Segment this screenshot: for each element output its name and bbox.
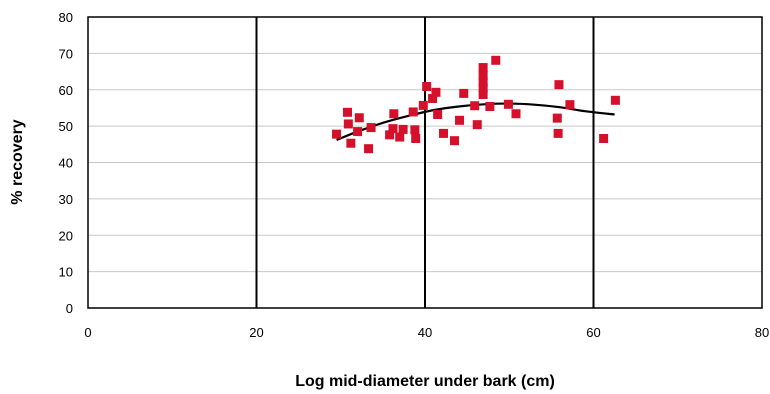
data-point bbox=[491, 55, 501, 65]
data-point bbox=[485, 101, 495, 111]
x-axis-title: Log mid-diameter under bark (cm) bbox=[295, 373, 555, 390]
data-point bbox=[364, 144, 374, 154]
data-points-layer bbox=[332, 55, 620, 154]
data-point bbox=[472, 120, 482, 130]
data-point bbox=[552, 113, 562, 123]
data-point bbox=[478, 83, 488, 93]
data-point bbox=[478, 63, 488, 73]
data-point bbox=[610, 95, 620, 105]
data-point bbox=[449, 136, 459, 146]
y-tick-label: 0 bbox=[66, 301, 73, 316]
y-tick-label: 30 bbox=[59, 192, 73, 207]
y-axis-tick-labels: 0 10 20 30 40 50 60 70 80 bbox=[59, 10, 73, 316]
data-point bbox=[398, 124, 408, 134]
data-point bbox=[459, 88, 469, 98]
x-tick-label: 60 bbox=[586, 325, 600, 340]
y-axis-title: % recovery bbox=[9, 119, 26, 204]
y-tick-label: 40 bbox=[59, 156, 73, 171]
grid-layer bbox=[88, 17, 762, 308]
data-point bbox=[353, 127, 363, 137]
data-point bbox=[422, 81, 432, 91]
data-point bbox=[366, 123, 376, 133]
y-tick-label: 20 bbox=[59, 228, 73, 243]
data-point bbox=[342, 107, 352, 117]
y-tick-label: 70 bbox=[59, 46, 73, 61]
data-point bbox=[599, 133, 609, 143]
data-point bbox=[410, 125, 420, 135]
data-point bbox=[411, 133, 421, 143]
data-point bbox=[343, 119, 353, 129]
data-point bbox=[346, 138, 356, 148]
data-point bbox=[433, 109, 443, 119]
data-point bbox=[503, 99, 513, 109]
data-point bbox=[354, 113, 364, 123]
x-axis-tick-labels: 0 20 40 60 80 bbox=[84, 325, 769, 340]
y-tick-label: 50 bbox=[59, 119, 73, 134]
data-point bbox=[554, 80, 564, 90]
data-point bbox=[478, 70, 488, 80]
data-point bbox=[332, 129, 342, 139]
data-point bbox=[470, 101, 480, 111]
data-point bbox=[408, 107, 418, 117]
y-tick-label: 60 bbox=[59, 83, 73, 98]
data-point bbox=[455, 115, 465, 125]
data-point bbox=[385, 130, 395, 140]
plot-area-frame bbox=[87, 16, 763, 309]
data-point bbox=[511, 109, 521, 119]
data-point bbox=[478, 89, 488, 99]
data-point bbox=[428, 93, 438, 103]
x-tick-label: 20 bbox=[249, 325, 263, 340]
data-point bbox=[388, 124, 398, 134]
data-point bbox=[418, 100, 428, 110]
x-tick-label: 80 bbox=[755, 325, 769, 340]
y-tick-label: 10 bbox=[59, 265, 73, 280]
data-point bbox=[389, 109, 399, 119]
x-tick-label: 40 bbox=[418, 325, 432, 340]
data-point bbox=[565, 100, 575, 110]
data-point bbox=[439, 128, 449, 138]
data-point bbox=[431, 87, 441, 97]
data-point bbox=[395, 132, 405, 142]
y-tick-label: 80 bbox=[59, 10, 73, 25]
data-point bbox=[478, 77, 488, 87]
data-point bbox=[553, 128, 563, 138]
x-tick-label: 0 bbox=[84, 325, 91, 340]
